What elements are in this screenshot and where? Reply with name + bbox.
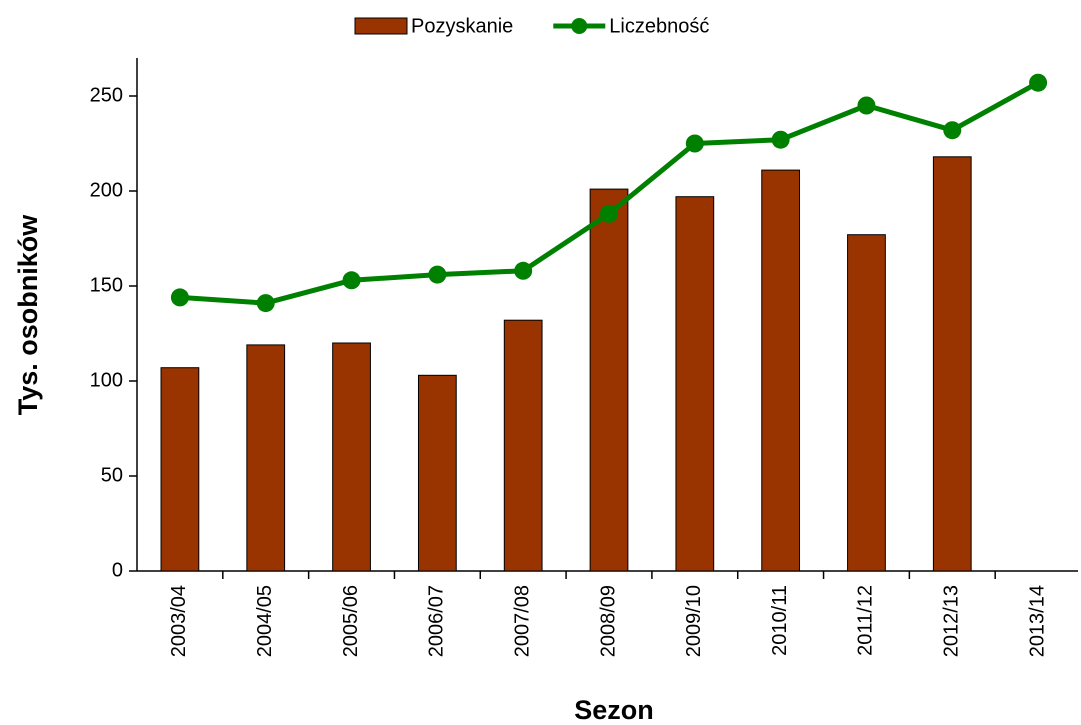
bar — [417, 374, 457, 572]
line-marker — [342, 271, 361, 290]
bar — [932, 156, 972, 572]
line-marker — [771, 130, 790, 149]
line-marker — [170, 288, 189, 307]
line-marker — [428, 265, 447, 284]
line-marker — [600, 204, 618, 223]
bar — [332, 342, 371, 572]
y-tick-label: 100 — [90, 369, 123, 391]
x-tick-label: 2005/06 — [340, 585, 362, 657]
y-tick-label: 50 — [101, 464, 123, 486]
bar — [503, 319, 543, 572]
line-marker — [857, 96, 876, 115]
bar — [847, 234, 886, 572]
bar — [246, 344, 286, 572]
legend-label: Pozyskanie — [411, 15, 513, 37]
x-tick-label: 2007/08 — [511, 585, 533, 657]
y-tick-label: 250 — [90, 84, 123, 106]
x-axis-title: Sezon — [574, 695, 654, 725]
line-marker — [514, 261, 533, 280]
legend-marker — [571, 18, 588, 34]
x-tick-label: 2013/14 — [1026, 585, 1048, 657]
legend-swatch — [354, 17, 408, 35]
bar — [160, 367, 200, 572]
line-marker — [256, 294, 275, 313]
bar — [761, 169, 801, 572]
bar — [589, 188, 629, 572]
x-tick-label: 2006/07 — [426, 585, 448, 657]
x-tick-label: 2012/13 — [941, 585, 963, 657]
x-tick-label: 2004/05 — [254, 585, 276, 657]
x-tick-label: 2009/10 — [683, 585, 705, 657]
line-marker — [1029, 73, 1048, 92]
x-tick-label: 2003/04 — [168, 585, 190, 657]
bar — [675, 196, 715, 572]
y-tick-label: 150 — [90, 274, 123, 296]
line-marker — [685, 134, 704, 153]
line-marker — [943, 121, 962, 140]
x-tick-label: 2010/11 — [769, 585, 791, 656]
legend-label: Liczebność — [609, 15, 709, 37]
y-tick-label: 200 — [90, 179, 123, 201]
x-tick-label: 2011/12 — [855, 585, 877, 656]
y-tick-label: 0 — [112, 559, 123, 581]
x-tick-label: 2008/09 — [597, 585, 619, 657]
y-axis-title: Tys. osobników — [13, 214, 43, 416]
